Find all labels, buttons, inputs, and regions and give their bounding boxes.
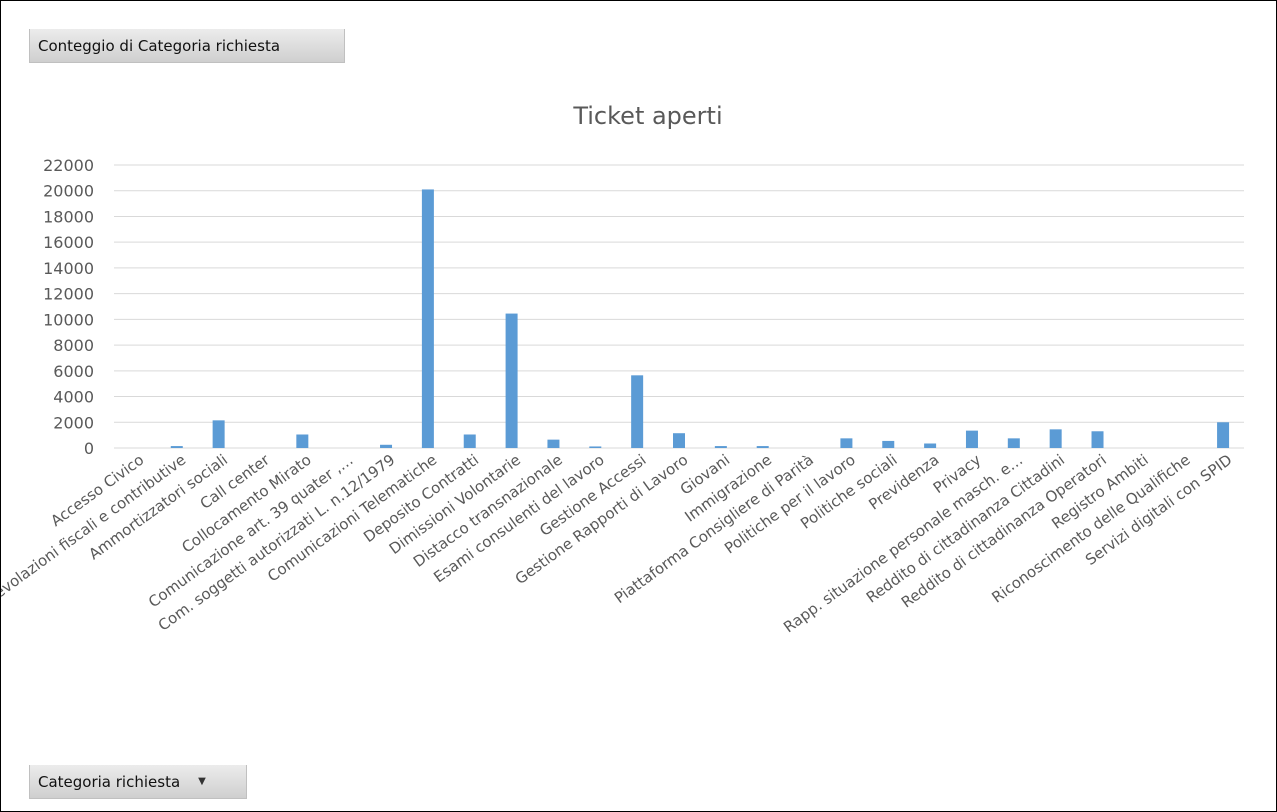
y-tick-label: 20000 (43, 182, 94, 201)
bar[interactable] (589, 446, 602, 448)
bar[interactable] (756, 446, 769, 448)
bar[interactable] (714, 446, 727, 448)
bar[interactable] (380, 444, 393, 448)
bar[interactable] (1007, 438, 1020, 448)
bar[interactable] (1091, 431, 1104, 448)
bar[interactable] (673, 433, 685, 448)
y-tick-label: 16000 (43, 233, 94, 252)
bar[interactable] (547, 439, 560, 448)
bar[interactable] (170, 446, 183, 448)
chart-title: Ticket aperti (572, 102, 722, 130)
y-tick-label: 6000 (53, 362, 94, 381)
bar[interactable] (924, 443, 937, 448)
y-tick-label: 12000 (43, 285, 94, 304)
y-tick-label: 0 (84, 439, 94, 458)
bar[interactable] (212, 420, 225, 448)
axis-field-label: Categoria richiesta (38, 772, 181, 791)
bar[interactable] (1049, 429, 1062, 448)
bar[interactable] (1217, 422, 1230, 448)
y-tick-label: 22000 (43, 156, 94, 175)
gridlines (114, 164, 1244, 449)
y-tick-label: 4000 (53, 388, 94, 407)
bar[interactable] (882, 440, 895, 448)
y-tick-label: 2000 (53, 413, 94, 432)
value-field-label: Conteggio di Categoria richiesta (38, 36, 281, 55)
y-axis: 0 2000 4000 6000 8000 10000 12000 14000 16000 180… (43, 156, 94, 458)
bar[interactable] (965, 430, 978, 448)
bars (170, 189, 1230, 448)
y-tick-label: 14000 (43, 259, 94, 278)
y-tick-label: 8000 (53, 336, 94, 355)
bar[interactable] (840, 438, 853, 448)
chevron-down-icon[interactable]: ▼ (198, 776, 206, 787)
value-field-button[interactable]: Conteggio di Categoria richiesta (29, 29, 345, 63)
bar[interactable] (631, 375, 644, 448)
axis-field-button[interactable]: Categoria richiesta ▼ (29, 765, 247, 799)
bar[interactable] (296, 434, 309, 448)
y-tick-label: 18000 (43, 207, 94, 226)
bar[interactable] (463, 434, 476, 448)
y-tick-label: 10000 (43, 310, 94, 329)
bar[interactable] (505, 313, 518, 448)
bar[interactable] (421, 189, 434, 448)
